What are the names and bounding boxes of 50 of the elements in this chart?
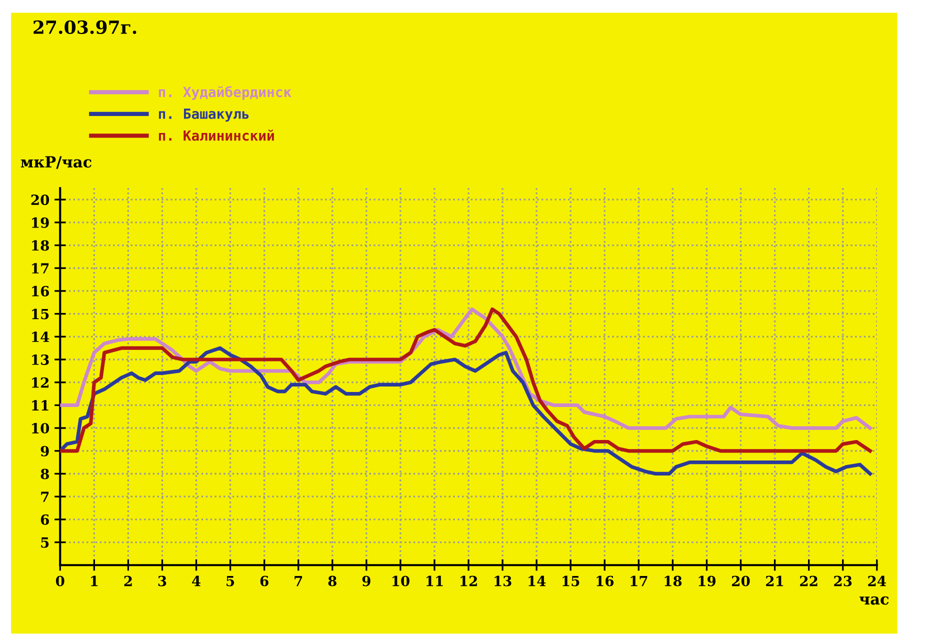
y-tick-label: 15 [32,308,49,320]
y-tick-label: 19 [32,217,49,228]
x-axis-title: час [859,596,889,605]
y-tick-label: 11 [32,400,48,410]
y-tick-label: 6 [40,514,49,525]
x-tick-label: 5 [226,576,234,586]
chart-title: 27.03.97г. [34,20,136,34]
y-tick-label: 10 [32,423,50,434]
x-tick-label: 23 [834,576,852,586]
x-tick-label: 0 [56,576,64,586]
y-axis-title: мкР/час [20,156,92,169]
y-tick-label: 12 [32,377,48,388]
x-tick-label: 15 [562,576,580,586]
x-tick-label: 2 [124,576,132,586]
x-tick-label: 19 [698,576,716,586]
x-tick-label: 21 [766,576,784,586]
y-tick-label: 5 [41,537,49,548]
x-tick-label: 3 [158,576,166,586]
x-tick-label: 9 [362,576,370,586]
legend-label: п. Башакуль [158,108,249,122]
y-tick-label: 16 [32,286,49,296]
y-tick-label: 17 [32,263,49,274]
x-tick-label: 1 [91,576,98,586]
legend-label: п. Калининский [158,130,274,141]
y-tick-label: 9 [40,446,49,456]
x-tick-label: 17 [630,576,648,586]
line-series [60,346,872,476]
x-tick-label: 11 [426,576,443,586]
x-tick-label: 20 [732,576,750,586]
y-tick-label: 20 [31,194,50,206]
x-tick-label: 10 [392,576,410,586]
x-tick-label: 12 [460,576,477,586]
y-tick-label: 14 [32,332,50,342]
x-tick-label: 22 [800,576,818,586]
y-tick-label: 18 [32,240,49,251]
x-tick-label: 6 [260,576,268,586]
x-tick-label: 14 [528,576,546,586]
x-tick-label: 8 [328,576,336,586]
x-tick-label: 16 [596,576,614,586]
line-series [60,307,872,453]
x-tick-label: 4 [192,576,201,586]
line-series [60,307,872,430]
x-tick-label: 24 [868,576,886,586]
x-tick-label: 13 [494,576,512,586]
x-tick-label: 18 [664,576,682,586]
y-tick-label: 13 [32,354,49,365]
legend-label: п. Худайбердинск [158,86,292,100]
y-tick-label: 7 [41,492,49,502]
x-tick-label: 7 [294,576,302,586]
y-tick-label: 8 [40,468,49,480]
